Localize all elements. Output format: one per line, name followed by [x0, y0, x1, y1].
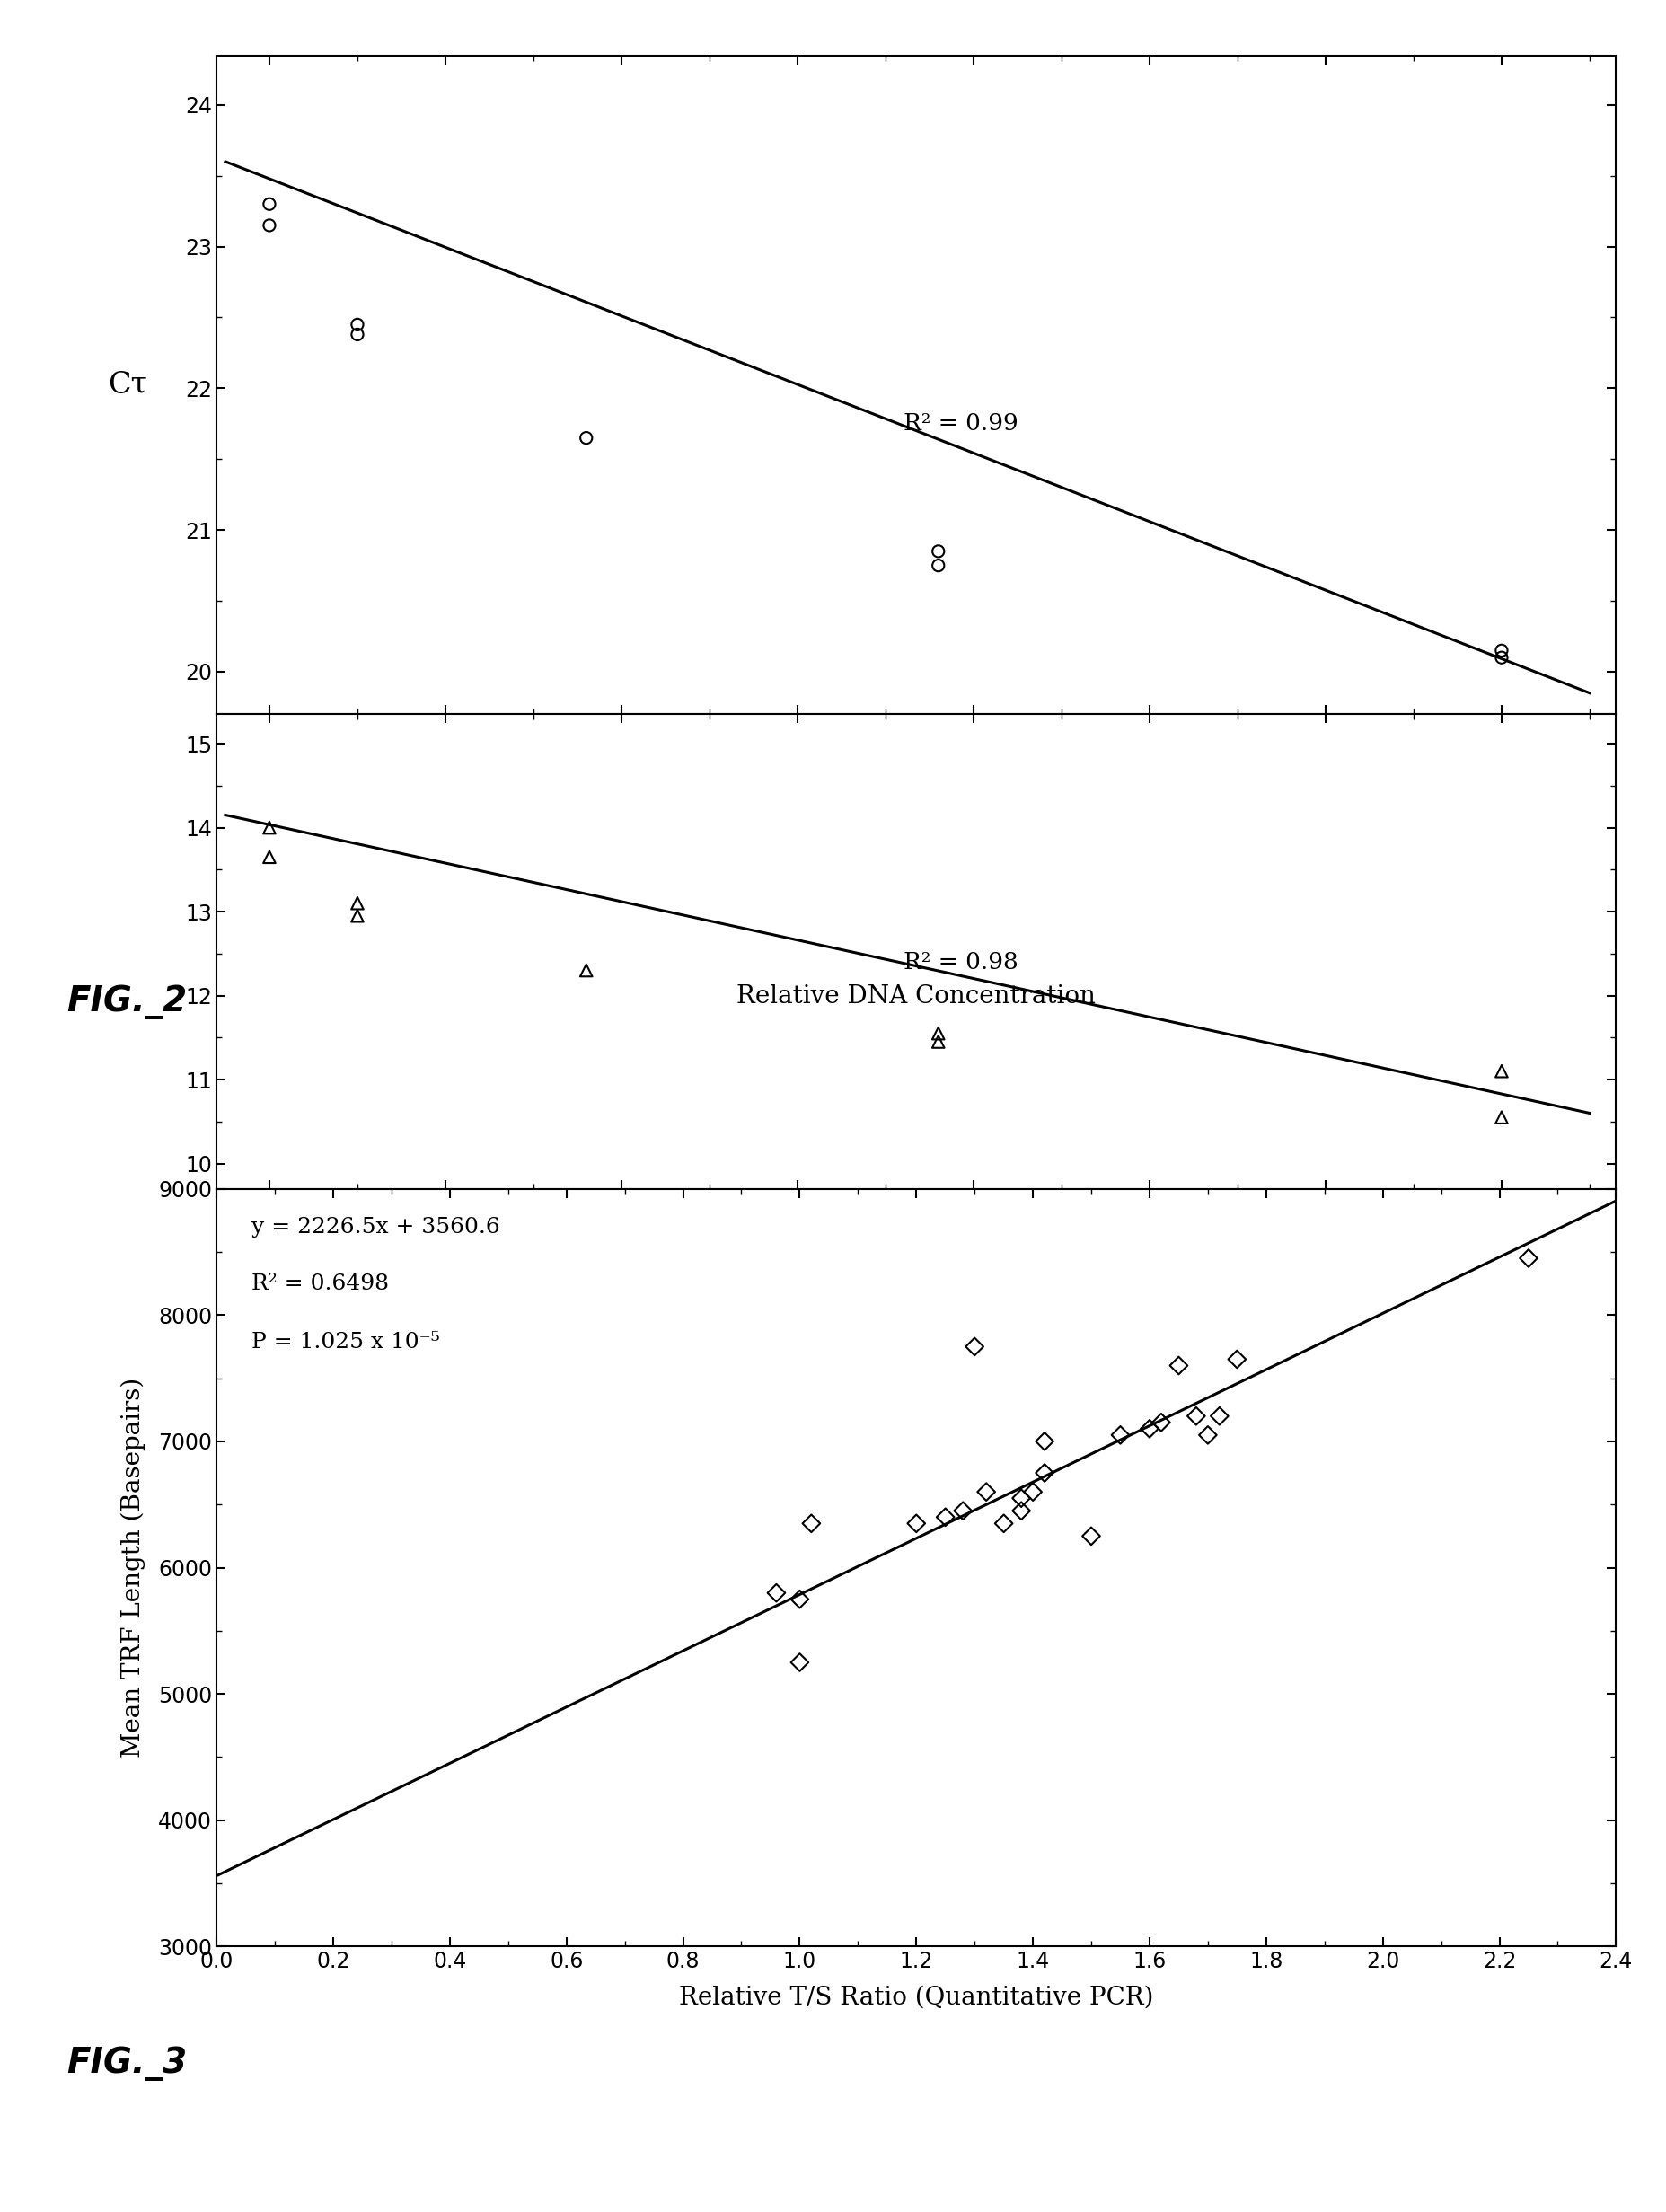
- X-axis label: Relative T/S Ratio (Quantitative PCR): Relative T/S Ratio (Quantitative PCR): [680, 1984, 1153, 2008]
- Point: [345, 885, 372, 920]
- Point: [1183, 1398, 1210, 1433]
- Point: [1008, 1493, 1035, 1528]
- Text: FIG._3: FIG._3: [67, 2046, 187, 2081]
- Point: [973, 1473, 1000, 1509]
- Point: [345, 316, 372, 352]
- Point: [1031, 1455, 1058, 1491]
- Point: [1488, 1053, 1514, 1088]
- Point: [1206, 1398, 1233, 1433]
- Text: R² = 0.99: R² = 0.99: [903, 411, 1018, 436]
- Point: [961, 1329, 988, 1365]
- Point: [345, 307, 372, 343]
- Point: [786, 1646, 813, 1681]
- Text: FIG._2: FIG._2: [67, 984, 187, 1020]
- Point: [257, 208, 283, 243]
- Text: Relative DNA Concentration: Relative DNA Concentration: [736, 984, 1096, 1009]
- Point: [1488, 639, 1514, 675]
- Point: [573, 953, 600, 989]
- Point: [1020, 1473, 1046, 1509]
- Point: [990, 1506, 1016, 1542]
- Point: [925, 549, 951, 584]
- Point: [1225, 1340, 1251, 1376]
- Point: [573, 420, 600, 456]
- Point: [1008, 1480, 1035, 1515]
- Point: [798, 1506, 825, 1542]
- Text: R² = 0.98: R² = 0.98: [903, 951, 1018, 973]
- Point: [1166, 1347, 1193, 1382]
- Point: [257, 810, 283, 845]
- Point: [1031, 1425, 1058, 1460]
- Text: P = 1.025 x 10⁻⁵: P = 1.025 x 10⁻⁵: [252, 1332, 440, 1352]
- Point: [1195, 1418, 1221, 1453]
- Point: [925, 533, 951, 568]
- Text: R² = 0.6498: R² = 0.6498: [252, 1274, 388, 1294]
- Point: [925, 1024, 951, 1060]
- Text: y = 2226.5x + 3560.6: y = 2226.5x + 3560.6: [252, 1217, 500, 1237]
- Point: [1488, 633, 1514, 668]
- Point: [763, 1575, 790, 1610]
- Point: [903, 1506, 930, 1542]
- Point: [1136, 1411, 1163, 1447]
- Point: [950, 1493, 976, 1528]
- Point: [1148, 1405, 1175, 1440]
- Point: [1488, 1099, 1514, 1135]
- Point: [1106, 1418, 1133, 1453]
- Point: [786, 1582, 813, 1617]
- Y-axis label: Mean TRF Length (Basepairs): Mean TRF Length (Basepairs): [122, 1378, 145, 1759]
- Y-axis label: Cτ: Cτ: [108, 369, 148, 398]
- Point: [257, 838, 283, 874]
- Point: [257, 186, 283, 221]
- Point: [933, 1500, 960, 1535]
- Point: [1078, 1517, 1105, 1553]
- Point: [1516, 1241, 1543, 1276]
- Point: [345, 898, 372, 933]
- Point: [925, 1015, 951, 1051]
